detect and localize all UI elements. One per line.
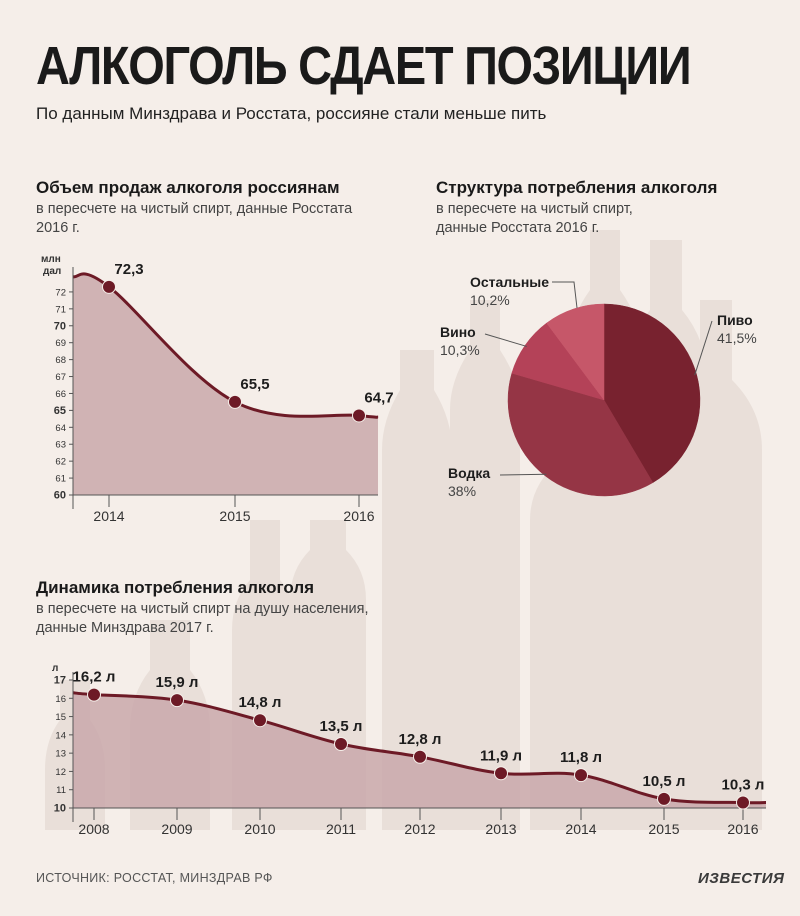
chart2-x-tick-label: 2014 <box>565 821 596 837</box>
pie-value-0: 41,5% <box>717 330 757 346</box>
chart2-data-label: 14,8 л <box>239 694 282 711</box>
chart2-data-point <box>87 687 101 702</box>
chart0-y-tick-label: 60 <box>54 490 66 502</box>
structure-subtitle-line1: в пересчете на чистый спирт, <box>436 201 633 217</box>
brand-logo: ИЗВЕСТИЯ <box>698 870 785 887</box>
chart0-y-tick-label: 62 <box>55 457 66 468</box>
chart2-y-tick-label: 17 <box>54 675 66 687</box>
chart2-data-point <box>736 795 750 810</box>
chart2-data-point <box>657 791 671 806</box>
chart2-x-tick-label: 2013 <box>485 821 516 837</box>
chart0-y-tick-label: 67 <box>55 372 66 383</box>
pie-label-2: Вино <box>440 324 476 340</box>
chart2-y-tick-label: 14 <box>55 730 66 741</box>
chart0-y-tick-label: 72 <box>55 287 66 298</box>
chart2-y-tick-label: 10 <box>54 803 66 815</box>
chart2-x-tick-label: 2009 <box>161 821 192 837</box>
chart2-data-point <box>574 768 588 783</box>
pie-label-3: Остальные <box>470 274 549 290</box>
pie-leader-line-2 <box>484 333 527 347</box>
pie-label-1: Водка <box>448 465 490 481</box>
chart0-data-label: 65,5 <box>240 376 269 393</box>
pie-slice-0 <box>603 303 701 483</box>
pie-value-3: 10,2% <box>470 292 510 308</box>
chart2-x-tick-label: 2016 <box>727 821 758 837</box>
dynamics-chart-title: Динамика потребления алкоголя <box>36 578 315 597</box>
chart2-y-unit: л <box>52 663 58 674</box>
chart2-y-tick-label: 12 <box>55 767 66 778</box>
chart2-y-tick-label: 13 <box>55 749 66 760</box>
pie-label-0: Пиво <box>717 312 753 328</box>
chart2-area-fill <box>73 692 766 808</box>
chart2-y-tick-label: 15 <box>55 712 66 723</box>
page-subtitle: По данным Минздрава и Росстата, россияне… <box>36 104 547 123</box>
chart0-y-tick-label: 71 <box>55 304 66 315</box>
chart2-data-label: 16,2 л <box>73 669 116 686</box>
chart0-y-tick-label: 66 <box>55 389 66 400</box>
chart0-data-label: 64,7 <box>364 389 393 406</box>
chart0-data-point <box>228 394 242 409</box>
chart2-data-label: 13,5 л <box>320 718 363 735</box>
chart0-x-tick-label: 2016 <box>343 508 374 524</box>
structure-subtitle-line2: данные Росстата 2016 г. <box>436 220 600 236</box>
chart2-data-point <box>170 693 184 708</box>
chart0-data-point <box>352 408 366 423</box>
chart0-data-point <box>102 279 116 294</box>
chart2-data-point <box>413 749 427 764</box>
chart0-x-tick-label: 2014 <box>93 508 124 524</box>
chart0-y-unit-line2: дал <box>43 266 61 277</box>
dynamics-chart-subtitle: в пересчете на чистый спирт на душу насе… <box>36 600 369 638</box>
chart0-y-tick-label: 65 <box>54 405 66 417</box>
chart2-data-point <box>494 766 508 781</box>
chart2-data-label: 11,9 л <box>480 747 522 764</box>
pie-leader-line-3 <box>552 281 578 309</box>
chart2-data-label: 10,3 л <box>722 777 765 794</box>
pie-value-1: 38% <box>448 483 476 499</box>
chart2-data-point <box>334 737 348 751</box>
dynamics-subtitle-line1: в пересчете на чистый спирт на душу насе… <box>36 601 369 617</box>
chart0-y-tick-label: 68 <box>55 355 66 366</box>
chart0-y-tick-label: 70 <box>54 320 66 332</box>
chart0-y-unit-line1: млн <box>41 254 61 265</box>
pie-slice-1 <box>507 372 654 497</box>
chart2-y-tick-label: 11 <box>56 785 66 796</box>
pie-leader-line-0 <box>694 320 713 376</box>
chart0-area-fill <box>73 273 378 495</box>
chart2-data-label: 12,8 л <box>399 731 442 748</box>
dynamics-subtitle-line2: данные Минздрава 2017 г. <box>36 620 214 636</box>
chart2-x-tick-label: 2015 <box>648 821 679 837</box>
chart2-x-tick-label: 2010 <box>244 821 275 837</box>
chart2-data-label: 15,9 л <box>156 674 199 691</box>
chart0-y-tick-label: 63 <box>55 440 66 451</box>
pie-leader-line-1 <box>499 473 547 476</box>
structure-chart-title: Структура потребления алкоголя <box>436 178 718 197</box>
sales-subtitle-line2: 2016 г. <box>36 220 80 236</box>
chart2-data-label: 10,5 л <box>643 773 686 790</box>
chart2-x-tick-label: 2012 <box>404 821 435 837</box>
chart2-x-tick-label: 2011 <box>326 821 356 837</box>
chart0-y-tick-label: 61 <box>55 474 66 485</box>
chart2-data-point <box>253 713 267 728</box>
sales-chart-title: Объем продаж алкоголя россиянам <box>36 178 340 197</box>
chart2-x-tick-label: 2008 <box>78 821 109 837</box>
pie-value-2: 10,3% <box>440 342 480 358</box>
sales-chart-subtitle: в пересчете на чистый спирт, данные Росс… <box>36 200 352 238</box>
chart0-y-tick-label: 64 <box>55 423 66 434</box>
sales-subtitle-line1: в пересчете на чистый спирт, данные Росс… <box>36 201 353 217</box>
chart0-data-label: 72,3 <box>114 261 143 278</box>
chart0-y-tick-label: 69 <box>55 338 66 349</box>
page-title: АЛКОГОЛЬ СДАЕТ ПОЗИЦИИ <box>36 36 692 96</box>
pie-slice-3 <box>546 303 605 401</box>
chart0-x-tick-label: 2015 <box>219 508 250 524</box>
source-note: ИСТОЧНИК: РОССТАТ, МИНЗДРАВ РФ <box>36 871 273 885</box>
chart2-y-tick-label: 16 <box>55 694 66 705</box>
chart2-data-label: 11,8 л <box>560 749 602 766</box>
structure-chart-subtitle: в пересчете на чистый спирт, данные Росс… <box>436 200 633 238</box>
